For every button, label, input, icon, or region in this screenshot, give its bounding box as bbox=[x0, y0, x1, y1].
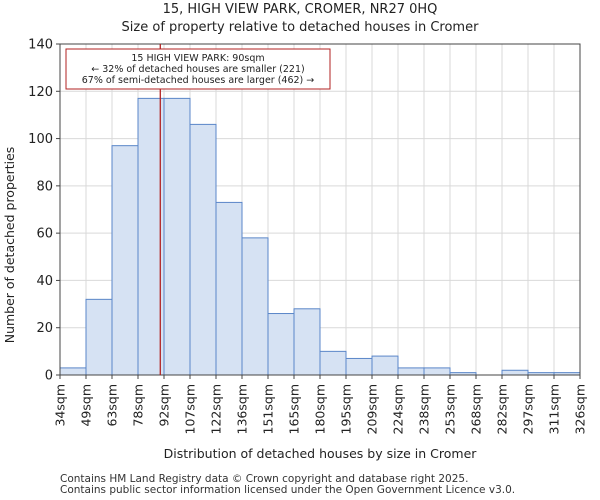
bar-11 bbox=[345, 357, 373, 376]
y-tick-label: 20 bbox=[36, 321, 53, 336]
x-tick-label: 49sqm bbox=[79, 384, 94, 427]
bar-10 bbox=[319, 350, 347, 376]
x-tick-label: 297sqm bbox=[521, 384, 536, 434]
annotation-box bbox=[65, 48, 331, 90]
bar-1 bbox=[85, 298, 113, 376]
chart-title: 15, HIGH VIEW PARK, CROMER, NR27 0HQ bbox=[162, 2, 438, 17]
x-tick-label: 282sqm bbox=[495, 384, 510, 434]
x-ticks: 34sqm 49sqm 63sqm 78sqm 92sqm 107sqm 122sqm 136… bbox=[53, 375, 588, 434]
x-tick-label: 268sqm bbox=[469, 384, 484, 434]
x-tick-label: 34sqm bbox=[53, 384, 68, 427]
bar-0 bbox=[59, 367, 87, 376]
x-tick-label: 326sqm bbox=[573, 384, 588, 434]
y-tick-label: 40 bbox=[36, 274, 53, 289]
annotation-line-2: ← 32% of detached houses are smaller (22… bbox=[91, 64, 304, 75]
x-tick-label: 151sqm bbox=[261, 384, 276, 434]
x-tick-label: 253sqm bbox=[443, 384, 458, 434]
property-marker: 15 HIGH VIEW PARK: 90sqm← 32% of detache… bbox=[65, 44, 331, 375]
annotation-line-1: 15 HIGH VIEW PARK: 90sqm bbox=[131, 53, 264, 64]
x-tick-label: 224sqm bbox=[391, 384, 406, 434]
x-tick-label: 107sqm bbox=[183, 384, 198, 434]
bar-9 bbox=[293, 308, 321, 376]
y-tick-label: 80 bbox=[36, 179, 53, 194]
x-tick-label: 311sqm bbox=[547, 384, 562, 434]
x-tick-label: 195sqm bbox=[339, 384, 354, 434]
bar-6 bbox=[215, 201, 243, 376]
y-axis-label: Number of detached properties bbox=[2, 147, 17, 344]
bar-5 bbox=[189, 123, 217, 376]
footer-line-1: Contains HM Land Registry data © Crown c… bbox=[60, 473, 469, 485]
x-tick-label: 238sqm bbox=[417, 384, 432, 434]
x-axis-label: Distribution of detached houses by size … bbox=[164, 446, 478, 461]
bar-17 bbox=[501, 369, 529, 376]
x-tick-label: 122sqm bbox=[209, 384, 224, 434]
x-tick-label: 63sqm bbox=[105, 384, 120, 427]
footer-line-2: Contains public sector information licen… bbox=[60, 484, 516, 496]
y-tick-label: 0 bbox=[45, 369, 53, 384]
x-tick-label: 165sqm bbox=[287, 384, 302, 434]
x-tick-label: 136sqm bbox=[235, 384, 250, 434]
bar-2 bbox=[111, 145, 139, 376]
y-tick-label: 120 bbox=[28, 85, 53, 100]
chart-subtitle: Size of property relative to detached ho… bbox=[121, 20, 479, 35]
y-tick-label: 140 bbox=[28, 38, 53, 53]
bar-4 bbox=[163, 97, 191, 376]
bar-12 bbox=[371, 355, 399, 376]
bar-7 bbox=[241, 237, 269, 376]
x-tick-label: 78sqm bbox=[131, 384, 146, 427]
x-tick-label: 180sqm bbox=[313, 384, 328, 434]
bar-14 bbox=[423, 367, 451, 376]
y-ticks: 0 20 40 60 80 100 120 140 bbox=[28, 38, 60, 384]
y-tick-label: 60 bbox=[36, 227, 53, 242]
y-tick-label: 100 bbox=[28, 132, 53, 147]
x-tick-label: 209sqm bbox=[365, 384, 380, 434]
bar-8 bbox=[267, 313, 295, 376]
bar-13 bbox=[397, 367, 425, 376]
annotation-line-3: 67% of semi-detached houses are larger (… bbox=[82, 75, 315, 86]
x-tick-label: 92sqm bbox=[157, 384, 172, 427]
